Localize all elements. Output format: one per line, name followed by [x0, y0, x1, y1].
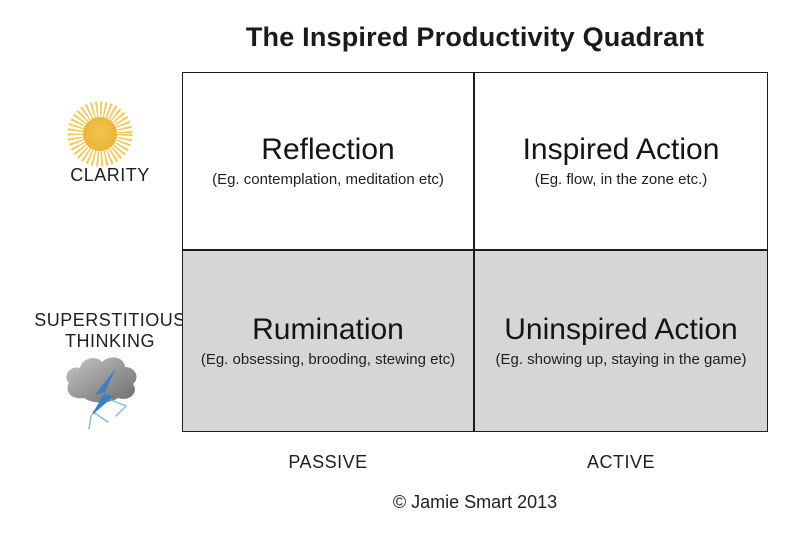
storm-cloud-icon — [60, 350, 144, 436]
quadrant-title: Uninspired Action — [504, 313, 738, 347]
quadrant-uninspired-action: Uninspired Action (Eg. showing up, stayi… — [475, 251, 767, 431]
quadrant-title: Rumination — [252, 313, 404, 347]
y-axis-label-superstitious-thinking: SUPERSTITIOUS THINKING — [22, 310, 198, 352]
y-axis-label-line1: SUPERSTITIOUS — [34, 310, 186, 330]
copyright-text: © Jamie Smart 2013 — [392, 492, 558, 512]
y-axis-label-line2: THINKING — [64, 331, 155, 351]
sun-icon — [66, 100, 134, 168]
quadrant-subtitle: (Eg. contemplation, meditation etc) — [212, 170, 444, 188]
quadrant-subtitle: (Eg. obsessing, brooding, stewing etc) — [200, 350, 456, 368]
quadrant-subtitle: (Eg. flow, in the zone etc.) — [534, 170, 708, 188]
quadrant-rumination: Rumination (Eg. obsessing, brooding, ste… — [183, 251, 475, 431]
quadrant-reflection: Reflection (Eg. contemplation, meditatio… — [183, 73, 475, 251]
x-axis-label-active: ACTIVE — [586, 452, 655, 472]
y-axis-label-clarity: CLARITY — [70, 165, 150, 185]
quadrant-grid: Reflection (Eg. contemplation, meditatio… — [182, 72, 768, 432]
quadrant-title: Inspired Action — [522, 133, 720, 167]
quadrant-subtitle: (Eg. showing up, staying in the game) — [495, 350, 747, 368]
diagram-title: The Inspired Productivity Quadrant — [245, 22, 705, 52]
quadrant-inspired-action: Inspired Action (Eg. flow, in the zone e… — [475, 73, 767, 251]
quadrant-title: Reflection — [261, 133, 395, 167]
x-axis-label-passive: PASSIVE — [288, 452, 368, 472]
